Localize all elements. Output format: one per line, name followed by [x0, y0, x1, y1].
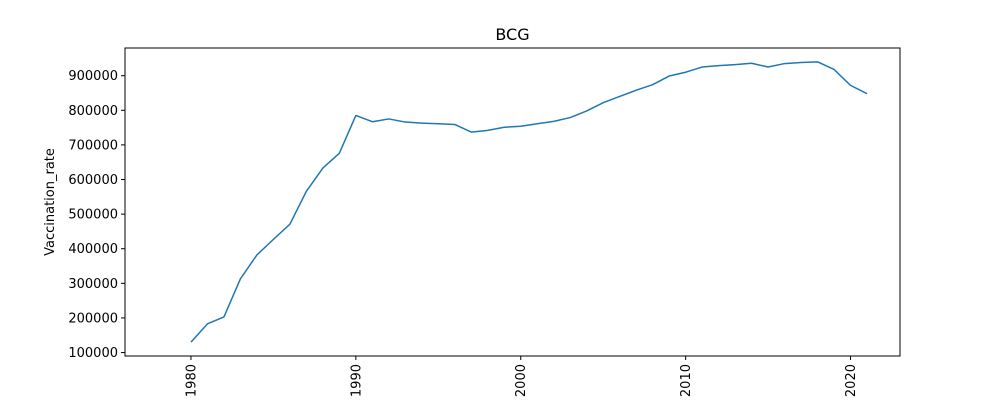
x-tick-label: 2020	[844, 364, 859, 397]
y-tick-label: 200000	[68, 311, 118, 326]
y-tick-label: 700000	[68, 138, 118, 153]
plot-lines	[190, 61, 868, 343]
chart-title: BCG	[495, 25, 529, 44]
x-tick-label: 1980	[184, 364, 199, 397]
x-tick-label: 2000	[514, 364, 529, 397]
x-tick-label: 1990	[349, 364, 364, 397]
y-tick-label: 100000	[68, 346, 118, 361]
series-line	[190, 61, 868, 343]
x-axis: 1980 1990 2000 2010 2020	[184, 356, 859, 397]
y-tick-label: 800000	[68, 104, 118, 119]
y-tick-label: 500000	[68, 208, 118, 223]
y-tick-label: 900000	[68, 69, 118, 84]
y-tick-label: 400000	[68, 242, 118, 257]
y-axis-label: Vaccination_rate	[43, 148, 58, 256]
y-tick-label: 300000	[68, 277, 118, 292]
y-axis: 100000 200000 300000 400000 500000 600000 7000…	[68, 69, 125, 361]
y-tick-label: 600000	[68, 173, 118, 188]
x-tick-label: 2010	[679, 364, 694, 397]
plot-frame	[124, 47, 901, 357]
